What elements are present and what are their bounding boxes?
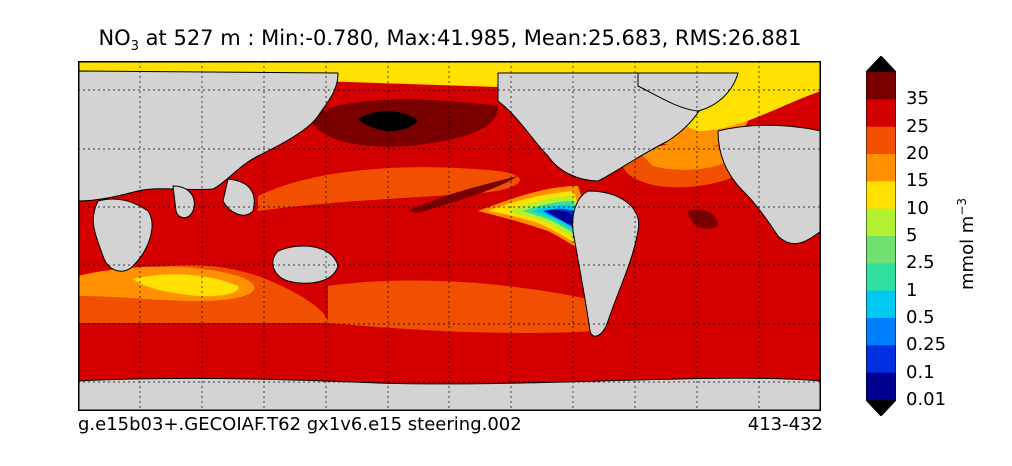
colorbar-tick-label: 0.01 xyxy=(906,389,947,410)
land-australia xyxy=(272,245,339,284)
colorbar-tick-label: 0.5 xyxy=(906,307,935,328)
map-graticule xyxy=(78,61,821,411)
colorbar-tick-label: 1 xyxy=(906,279,918,301)
contour-20-south-pacific xyxy=(328,280,598,334)
colorbar-extend-top xyxy=(866,56,896,72)
colorbar-tick-label: 2.5 xyxy=(906,252,935,274)
colorbar-tick-label: 20 xyxy=(906,143,929,164)
colorbar-segment xyxy=(866,345,896,374)
colorbar-segment xyxy=(866,372,896,401)
colorbar xyxy=(865,55,897,417)
colorbar-tick-label: 15 xyxy=(906,170,929,192)
contour-20-north-pacific xyxy=(258,167,520,211)
colorbar-tick-label: 35 xyxy=(906,88,929,110)
year-range-label: 413-432 xyxy=(747,414,823,435)
colorbar-segment xyxy=(866,181,896,210)
colorbar-segment xyxy=(866,290,896,319)
contour-15-atlantic xyxy=(638,143,738,170)
land-africa xyxy=(92,198,153,272)
colorbar-extend-bottom xyxy=(866,400,896,416)
land-europe-africa-east xyxy=(717,124,821,245)
ocean-map xyxy=(78,61,821,411)
colorbar-segment xyxy=(866,99,896,128)
run-id-label: g.e15b03+.GECOIAF.T62 gx1v6.e15 steering… xyxy=(78,414,522,435)
colorbar-tick-label: 25 xyxy=(906,115,929,137)
colorbar-segment xyxy=(866,208,896,237)
contour-10-south-indian xyxy=(133,274,239,297)
colorbar-tick-label: 5 xyxy=(906,225,918,246)
colorbar-segment xyxy=(866,236,896,264)
colorbar-segment xyxy=(866,318,896,346)
colorbar-segment xyxy=(866,154,896,182)
land-eurasia xyxy=(78,70,339,202)
colorbar-segment xyxy=(866,126,896,155)
map-title: NO3 at 527 m : Min:-0.780, Max:41.985, M… xyxy=(98,26,802,55)
colorbar-tick-label: 10 xyxy=(906,197,929,219)
land-asia-se xyxy=(222,178,255,216)
colorbar-tick-label: 0.1 xyxy=(906,361,935,383)
land-south-america xyxy=(572,190,640,337)
dark-streak-pacific xyxy=(408,176,518,213)
colorbar-segment xyxy=(866,263,896,292)
dark-spot-atlantic xyxy=(688,209,718,229)
land-india xyxy=(172,185,195,219)
colorbar-tick-label: 0.25 xyxy=(906,334,947,356)
southern-ocean xyxy=(78,336,821,381)
map-border xyxy=(78,61,821,411)
land-greenland xyxy=(637,72,739,112)
colorbar-segment xyxy=(866,72,896,100)
colorbar-unit-label: mmol m−3 xyxy=(955,197,978,290)
